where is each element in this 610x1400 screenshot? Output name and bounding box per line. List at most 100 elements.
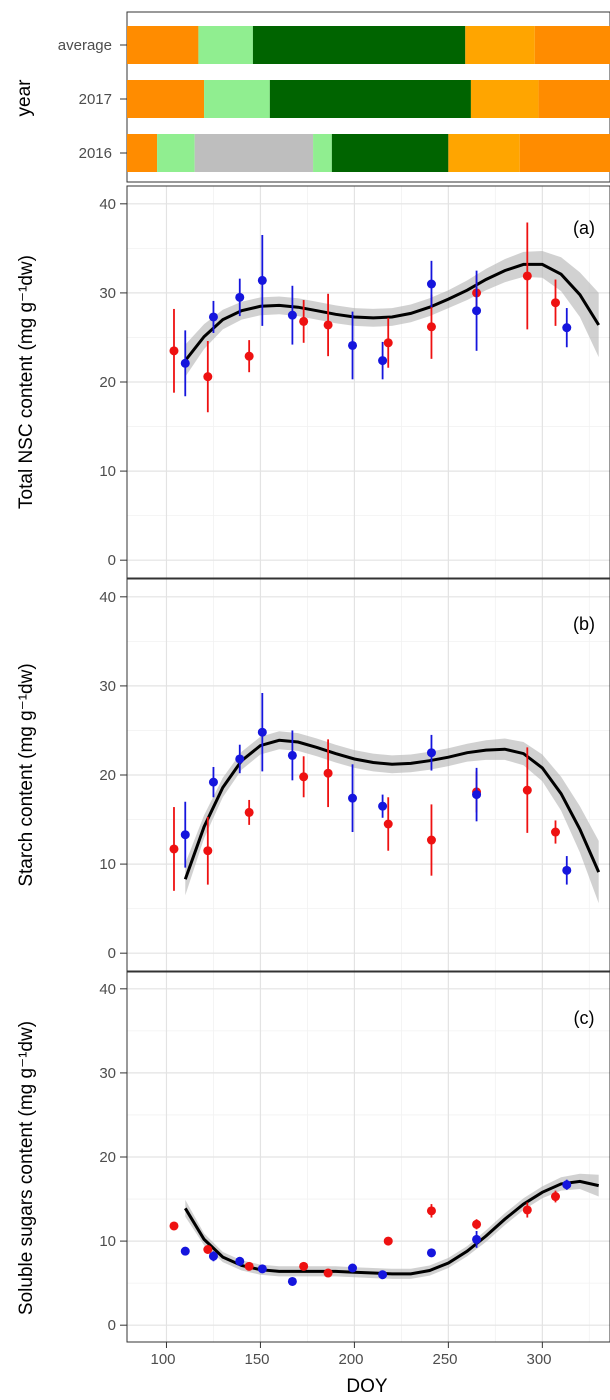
data-point	[426, 748, 436, 758]
timeline-panel: average 2017 2016 year	[14, 11, 610, 183]
timeline-segment	[465, 26, 535, 64]
data-point	[203, 1245, 213, 1254]
data-point	[180, 1246, 190, 1256]
data-point	[244, 351, 254, 361]
y-tick-label: 40	[99, 981, 116, 998]
data-point	[550, 827, 560, 837]
data-point	[426, 835, 436, 845]
data-point	[257, 727, 267, 737]
timeline-segment	[538, 80, 610, 118]
data-point	[550, 298, 560, 308]
y-tick-label: 30	[99, 678, 116, 695]
timeline-tick-labels: average 2017 2016	[58, 37, 112, 162]
data-point	[180, 830, 190, 840]
data-point	[235, 292, 245, 302]
timeline-y-axis-title: year	[14, 79, 35, 117]
data-point	[378, 1270, 388, 1280]
data-point	[383, 338, 393, 348]
timeline-segment	[519, 134, 610, 172]
x-tick-label: 300	[526, 1351, 551, 1368]
data-point	[203, 846, 213, 856]
y-tick-label: 10	[99, 1233, 116, 1250]
data-point	[348, 340, 358, 350]
data-point	[208, 1251, 218, 1261]
y-tick-label: 10	[99, 463, 116, 480]
data-point	[257, 275, 267, 285]
data-point	[426, 322, 436, 332]
y-tick-label: 40	[99, 589, 116, 606]
data-point	[472, 306, 482, 316]
data-point	[378, 356, 388, 366]
panel-soluble-sugars: Soluble sugars content (mg g⁻¹dw) (c) 0 1…	[16, 971, 610, 1348]
data-point	[378, 801, 388, 811]
fit-line	[184, 262, 600, 362]
timeline-segment	[448, 134, 520, 172]
fit-line	[183, 738, 601, 880]
data-point	[287, 750, 297, 760]
timeline-rows	[120, 26, 610, 172]
timeline-row-label: 2017	[79, 91, 112, 108]
data-point	[299, 1261, 309, 1271]
data-point	[383, 1236, 393, 1246]
x-tick-label: 150	[244, 1351, 269, 1368]
timeline-segment	[127, 80, 205, 118]
y-tick-label: 20	[99, 767, 116, 784]
panel-a-tag: (a)	[573, 218, 595, 238]
data-point	[562, 1180, 572, 1190]
y-tick-label: 30	[99, 1065, 116, 1082]
y-tick-label: 0	[108, 945, 116, 962]
data-point	[169, 346, 179, 356]
data-point	[235, 1256, 245, 1266]
timeline-segment	[331, 134, 449, 172]
timeline-row-label: 2016	[79, 145, 112, 162]
data-point	[522, 1205, 532, 1215]
data-point	[299, 772, 309, 782]
timeline-segment	[252, 26, 466, 64]
timeline-segment	[470, 80, 539, 118]
timeline-segment	[198, 26, 253, 64]
data-point	[180, 358, 190, 368]
data-point	[257, 1264, 267, 1274]
y-tick-label: 0	[108, 552, 116, 569]
data-point	[208, 312, 218, 322]
data-point	[287, 310, 297, 320]
data-point	[348, 793, 358, 803]
data-point	[348, 1263, 358, 1273]
y-tick-label: 40	[99, 196, 116, 213]
y-tick-label: 20	[99, 1149, 116, 1166]
timeline-segment	[127, 26, 199, 64]
data-point	[562, 865, 572, 875]
data-point	[323, 768, 333, 778]
x-axis-title: DOY	[346, 1376, 388, 1397]
panel-a-y-axis-title: Total NSC content (mg g⁻¹dw)	[16, 255, 37, 509]
timeline-segment	[127, 134, 158, 172]
data-point	[169, 1221, 179, 1231]
timeline-row-label: average	[58, 37, 112, 54]
data-point	[287, 1276, 297, 1286]
data-point	[208, 777, 218, 787]
timeline-segment	[204, 80, 270, 118]
data-point	[426, 279, 436, 289]
data-point	[299, 316, 309, 326]
timeline-segment	[313, 134, 332, 172]
x-tick-label: 250	[432, 1351, 457, 1368]
timeline-segment	[157, 134, 195, 172]
data-point	[235, 754, 245, 764]
y-tick-label: 0	[108, 1317, 116, 1334]
panel-c-tag: (c)	[574, 1008, 595, 1028]
panel-b-tag: (b)	[573, 614, 595, 634]
data-point	[244, 1261, 254, 1271]
data-point	[472, 1219, 482, 1229]
data-point	[426, 1206, 436, 1216]
x-axis: 100 150 200 250 300 DOY	[150, 1351, 551, 1397]
timeline-segment	[194, 134, 314, 172]
data-point	[472, 1234, 482, 1244]
data-point	[426, 1248, 436, 1258]
timeline-segment	[269, 80, 471, 118]
y-tick-label: 10	[99, 856, 116, 873]
data-point	[203, 372, 213, 382]
data-point	[383, 819, 393, 829]
x-tick-label: 100	[150, 1351, 175, 1368]
panel-starch: Starch content (mg g⁻¹dw) (b) 0 10 20 30 40	[16, 578, 610, 972]
